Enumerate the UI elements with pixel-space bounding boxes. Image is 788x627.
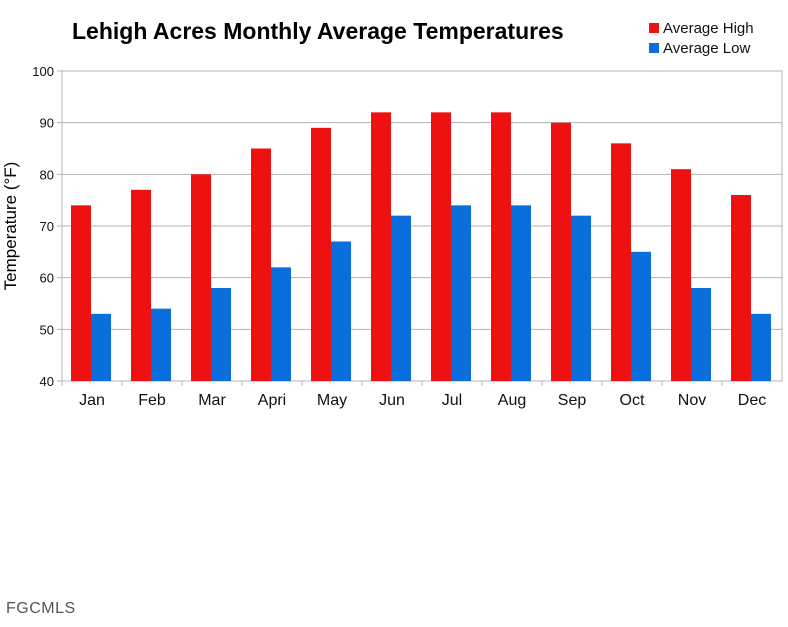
bar-high bbox=[131, 189, 151, 381]
chart-title: Lehigh Acres Monthly Average Temperature… bbox=[72, 18, 564, 44]
bar-high bbox=[371, 112, 391, 381]
x-tick-label: Jan bbox=[79, 392, 105, 409]
bar-high bbox=[191, 174, 211, 381]
x-tick-label: Oct bbox=[620, 392, 645, 409]
bar-low bbox=[331, 241, 351, 381]
x-tick-label: Sep bbox=[558, 392, 587, 409]
x-tick-label: Dec bbox=[738, 392, 766, 409]
bar-high bbox=[551, 122, 571, 382]
bar-low bbox=[451, 205, 471, 381]
y-tick-label: 40 bbox=[40, 374, 54, 389]
bar-low bbox=[571, 215, 591, 381]
y-tick-label: 80 bbox=[40, 167, 54, 182]
x-tick-label: Jun bbox=[379, 392, 405, 409]
y-tick-label: 60 bbox=[40, 271, 54, 286]
bar-high bbox=[311, 127, 331, 381]
legend-swatch-low bbox=[649, 43, 659, 53]
y-tick-label: 50 bbox=[40, 322, 54, 337]
bar-low bbox=[631, 251, 651, 381]
bar-low bbox=[211, 288, 231, 381]
bar-low bbox=[391, 215, 411, 381]
bar-low bbox=[511, 205, 531, 381]
bar-low bbox=[271, 267, 291, 381]
bar-high bbox=[611, 143, 631, 381]
legend: Average High Average Low bbox=[649, 18, 754, 58]
x-tick-label: Apri bbox=[258, 392, 286, 409]
legend-item-low: Average Low bbox=[649, 38, 754, 58]
x-tick-label: Nov bbox=[678, 392, 706, 409]
watermark: FGCMLS bbox=[6, 600, 76, 617]
bar-high bbox=[731, 195, 751, 381]
x-tick-label: Feb bbox=[138, 392, 166, 409]
bar-low bbox=[691, 288, 711, 381]
x-tick-label: Mar bbox=[198, 392, 226, 409]
y-tick-label: 70 bbox=[40, 219, 54, 234]
bar-low bbox=[151, 308, 171, 381]
bar-high bbox=[431, 112, 451, 381]
bar-high bbox=[671, 169, 691, 381]
legend-item-high: Average High bbox=[649, 18, 754, 38]
y-axis-label: Temperature (°F) bbox=[1, 162, 20, 291]
legend-swatch-high bbox=[649, 23, 659, 33]
y-tick-label: 100 bbox=[32, 64, 54, 79]
bar-low bbox=[91, 313, 111, 381]
y-tick-label: 90 bbox=[40, 116, 54, 131]
bar-high bbox=[491, 112, 511, 381]
bar-high bbox=[71, 205, 91, 381]
x-tick-label: Jul bbox=[442, 392, 462, 409]
x-tick-label: Aug bbox=[498, 392, 526, 409]
x-tick-label: May bbox=[317, 392, 347, 409]
legend-label-high: Average High bbox=[663, 19, 754, 37]
legend-label-low: Average Low bbox=[663, 39, 751, 57]
bar-high bbox=[251, 148, 271, 381]
bar-low bbox=[751, 313, 771, 381]
